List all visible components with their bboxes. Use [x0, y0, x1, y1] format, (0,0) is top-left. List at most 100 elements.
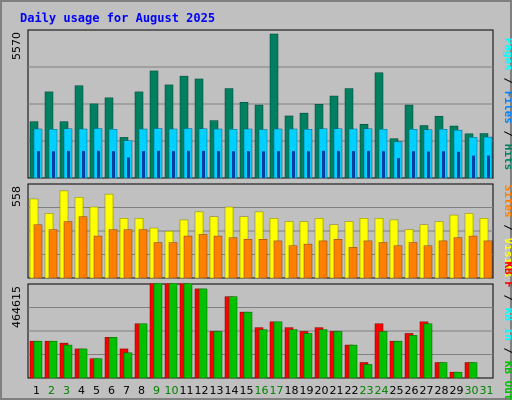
bar-pages — [37, 151, 40, 178]
bar-sites — [408, 242, 418, 279]
bar-sites — [213, 235, 223, 279]
legend-text: / — [502, 341, 512, 361]
bar-kb-in — [78, 348, 88, 379]
bar-sites — [243, 239, 253, 279]
bar-pages — [67, 150, 70, 178]
bar-kb-in — [168, 283, 178, 379]
bar-kb-in — [273, 321, 283, 379]
day-label: 6 — [108, 384, 115, 397]
bar-sites — [378, 242, 388, 279]
bar-pages — [187, 150, 190, 178]
day-label: 25 — [390, 384, 404, 397]
bar-kb-in — [408, 335, 418, 379]
bar-pages — [352, 151, 355, 178]
day-label: 20 — [315, 384, 329, 397]
legend-text: KB In — [502, 308, 512, 341]
y-max-label-2: 464615 — [10, 286, 23, 328]
bar-kb-in — [48, 340, 58, 379]
bar-sites — [423, 245, 433, 279]
day-label: 12 — [195, 384, 209, 397]
bar-kb-in — [258, 329, 268, 379]
day-label: 5 — [93, 384, 100, 397]
bar-pages — [52, 151, 55, 178]
bar-pages — [82, 151, 85, 178]
bar-kb-in — [183, 283, 193, 379]
bar-kb-in — [438, 362, 448, 379]
chart-title: Daily usage for August 2025 — [20, 11, 215, 25]
bar-sites — [393, 245, 403, 279]
day-label: 17 — [270, 384, 284, 397]
legend-text: / — [502, 288, 512, 308]
day-label: 3 — [63, 384, 70, 397]
day-label: 18 — [285, 384, 299, 397]
bar-kb-in — [468, 362, 478, 379]
bar-kb-in — [393, 340, 403, 379]
bar-sites — [453, 237, 463, 279]
bar-sites — [438, 240, 448, 279]
bar-kb-in — [198, 288, 208, 379]
bar-pages — [232, 151, 235, 178]
bar-sites — [198, 234, 208, 279]
bar-sites — [168, 242, 178, 279]
bar-sites — [318, 240, 328, 279]
bar-pages — [292, 151, 295, 178]
bar-pages — [322, 150, 325, 178]
day-label: 9 — [153, 384, 160, 397]
legend-text: / — [502, 218, 512, 238]
legend-text: Hits — [502, 144, 512, 171]
bar-pages — [247, 151, 250, 178]
bar-sites — [153, 242, 163, 279]
bar-sites — [228, 237, 238, 279]
bar-kb-in — [348, 344, 358, 379]
bar-sites — [468, 235, 478, 279]
bar-kb-in — [108, 337, 118, 379]
bar-pages — [202, 150, 205, 178]
bar-kb-in — [423, 323, 433, 379]
bar-sites — [273, 240, 283, 279]
bar-kb-in — [93, 358, 103, 379]
bar-kb-in — [138, 323, 148, 379]
bar-pages — [307, 151, 310, 178]
bar-sites — [48, 229, 58, 279]
legend-text: KB F — [502, 261, 512, 288]
bar-pages — [157, 150, 160, 178]
bar-pages — [382, 151, 385, 178]
y-max-label-1: 558 — [10, 186, 23, 207]
bar-kb-in — [123, 352, 133, 379]
bar-sites — [483, 240, 493, 279]
legend-hits-files-pages: Pages / Files / Hits — [502, 38, 512, 171]
legend-visits-sites: Sites / Visits — [502, 185, 512, 278]
bar-sites — [288, 245, 298, 279]
bar-sites — [258, 239, 268, 279]
bar-pages — [142, 151, 145, 178]
bar-sites — [123, 229, 133, 279]
bar-sites — [108, 229, 118, 279]
bar-pages — [112, 151, 115, 178]
day-label: 23 — [360, 384, 374, 397]
bar-pages — [457, 151, 460, 178]
bar-kb-in — [378, 331, 388, 379]
day-label: 4 — [78, 384, 85, 397]
bar-pages — [127, 157, 130, 178]
day-label: 13 — [210, 384, 224, 397]
day-label: 8 — [138, 384, 145, 397]
bar-pages — [337, 150, 340, 178]
bar-kb-in — [213, 331, 223, 379]
legend-text: KB Out — [502, 361, 512, 401]
day-label: 14 — [225, 384, 239, 397]
bar-pages — [97, 150, 100, 178]
bar-pages — [442, 151, 445, 178]
bar-sites — [333, 239, 343, 279]
day-label: 16 — [255, 384, 269, 397]
bar-pages — [262, 151, 265, 178]
day-label: 2 — [48, 384, 55, 397]
day-label: 29 — [450, 384, 464, 397]
y-max-label-0: 5570 — [10, 32, 23, 60]
legend-text: / — [502, 71, 512, 91]
bar-kb-in — [63, 344, 73, 379]
day-label: 19 — [300, 384, 314, 397]
bar-sites — [93, 235, 103, 279]
legend-text: Sites — [502, 185, 512, 218]
bar-pages — [172, 151, 175, 178]
